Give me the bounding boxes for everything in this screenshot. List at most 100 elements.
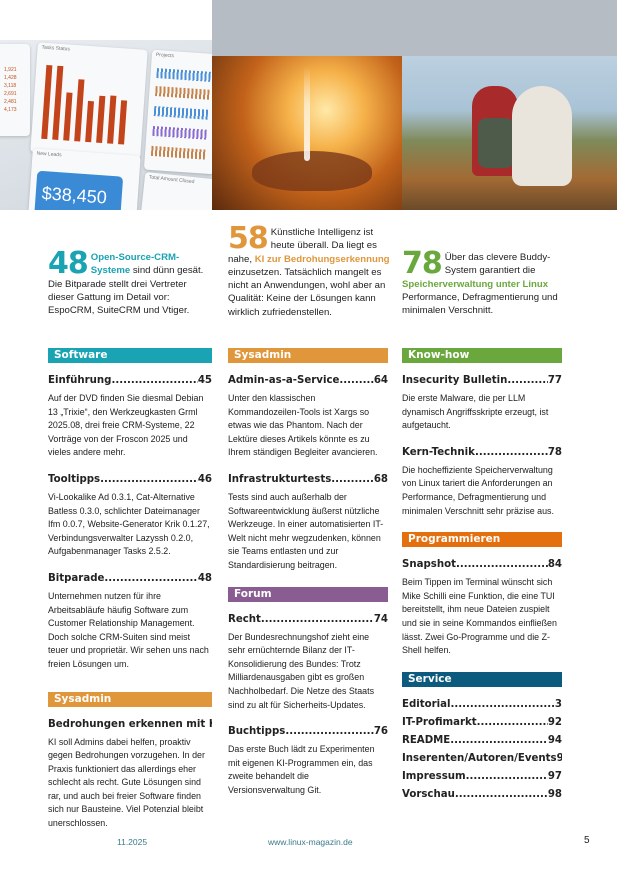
toc-entry[interactable]: Inserenten/Autoren/Events96	[402, 753, 562, 765]
toc-entry[interactable]: Kern-Technik 78 Die hocheffiziente Speiche…	[402, 447, 562, 518]
entry-page: 77	[547, 375, 562, 386]
website-link[interactable]: www.linux-magazin.de	[268, 837, 353, 847]
toc-entry[interactable]: Buchtipps 76 Das erste Buch lädt zu Experi…	[228, 726, 388, 797]
toc-entry-title: Buchtipps 76	[228, 726, 388, 738]
crm-dashboard-image: 1,921 1,428 3,118 2,691 2,481 4,173 Tasks Sta…	[0, 40, 212, 210]
entry-title: Snapshot	[402, 559, 456, 571]
entry-title: Tooltipps	[48, 473, 101, 485]
entry-page: 96	[556, 753, 562, 764]
entry-page: 94	[547, 735, 562, 746]
entry-title: Bitparade	[48, 572, 105, 584]
dashboard-bar	[41, 64, 53, 140]
entry-title: Admin-as-a-Service	[228, 375, 340, 386]
toc-entry[interactable]: Tooltipps 46 Vi-Lookalike Ad 0.3.1, Cat-Al…	[48, 474, 212, 559]
dashboard-number: 3,118	[4, 83, 17, 89]
entry-title: Bedrohungen erkennen mit KI	[48, 718, 212, 730]
entry-description: Unternehmen nutzen für ihre Arbeitsabläu…	[48, 590, 209, 669]
entry-page: 78	[547, 446, 562, 458]
section-header: Know-how	[402, 348, 562, 363]
dashboard-bar	[85, 101, 94, 143]
toc-entry-title: Einführung 45	[48, 375, 212, 387]
section-header: Programmieren	[402, 532, 562, 548]
leader-dots	[475, 447, 548, 459]
dashboard-bar	[63, 92, 73, 141]
toc-entry[interactable]: Impressum 97	[402, 771, 562, 783]
toc-entry[interactable]: Insecurity Bulletin 77 Die erste Malware, …	[402, 375, 562, 433]
section-programmieren: Programmieren Snapshot 84 Beim Tippen im Te…	[402, 532, 562, 658]
toc-entry-title: IT-Profimarkt 92	[402, 717, 562, 729]
leader-dots	[104, 573, 197, 585]
dashboard-bar	[74, 78, 85, 142]
toc-entry-title: Tooltipps 46	[48, 474, 212, 486]
entry-title: Einführung	[48, 375, 112, 386]
toc-entry[interactable]: Admin-as-a-Service 64 Unter den klassische…	[228, 375, 388, 460]
entry-page: 68	[373, 473, 388, 485]
entry-title: Inserenten/Autoren/Events	[402, 753, 557, 764]
entry-page: 84	[547, 559, 562, 571]
toc-entry-title: Editorial 3	[402, 699, 562, 711]
entry-description: Auf der DVD finden Sie diesmal Debian 13…	[48, 393, 204, 458]
entry-title: Insecurity Bulletin	[402, 375, 508, 386]
leader-dots	[331, 474, 374, 486]
dashboard-bar	[52, 65, 64, 140]
numbers-panel: 1,921 1,428 3,118 2,691 2,481 4,173	[0, 44, 30, 136]
toc-entry-title: Admin-as-a-Service 64	[228, 375, 388, 387]
entry-title: Impressum	[402, 771, 466, 782]
teaser-78[interactable]: 78 Über das clevere Buddy-System garantie…	[402, 246, 558, 317]
entry-title: Kern-Technik	[402, 446, 475, 458]
leader-dots	[450, 735, 548, 747]
entry-title: Editorial	[402, 699, 451, 710]
toc-entry[interactable]: IT-Profimarkt 92	[402, 717, 562, 729]
toc-entry-title: README 94	[402, 735, 562, 747]
dashboard-number: 1,428	[4, 75, 17, 81]
dashboard-number: 2,481	[4, 99, 17, 105]
teaser-48[interactable]: 48 Open-Source-CRM-Systeme sind dünn gesä…	[48, 246, 204, 317]
toc-entry[interactable]: Vorschau 98	[402, 789, 562, 801]
column-left: Software Einführung 45 Auf der DVD finden S…	[48, 348, 212, 845]
leader-dots	[466, 771, 548, 783]
toc-entry[interactable]: Bitparade 48 Unternehmen nutzen für ihre A…	[48, 573, 212, 672]
section-service: Service Editorial 3 IT-Profimarkt 92 README 94…	[402, 672, 562, 801]
section-header: Service	[402, 672, 562, 687]
leader-dots	[451, 699, 555, 711]
dashboard-number: 4,173	[4, 107, 17, 113]
toc-entry[interactable]: README 94	[402, 735, 562, 747]
section-knowhow: Know-how Insecurity Bulletin 77 Die erste M…	[402, 348, 562, 518]
toc-entry[interactable]: Snapshot 84 Beim Tippen im Terminal wünsch…	[402, 559, 562, 658]
section-header: Sysadmin	[48, 691, 212, 707]
toc-entry-title: Inserenten/Autoren/Events96	[402, 753, 562, 765]
entry-description: Die erste Malware, die per LLM dynamisch…	[402, 393, 549, 431]
toc-entry-title: Infrastrukturtests 68	[228, 474, 388, 486]
entry-title: Infrastrukturtests	[228, 473, 332, 485]
toc-entry-title: Snapshot 84	[402, 559, 562, 571]
column-middle: Sysadmin Admin-as-a-Service 64 Unter den kl…	[228, 348, 388, 811]
toc-entry[interactable]: Editorial 3	[402, 699, 562, 711]
toc-entry[interactable]: Infrastrukturtests 68 Tests sind auch auße…	[228, 474, 388, 573]
entry-page: 97	[547, 771, 562, 782]
leader-dots	[285, 726, 373, 738]
toc-entry[interactable]: Recht 74 Der Bundesrechnungshof zieht eine…	[228, 614, 388, 713]
hiker-dog-image	[402, 56, 617, 210]
leader-dots	[111, 375, 197, 387]
section-header: Software	[48, 348, 212, 363]
toc-entry[interactable]: Bedrohungen erkennen mit KI58 KI soll Adm…	[48, 719, 212, 831]
leader-dots	[100, 474, 198, 486]
toc-entry-title: Bedrohungen erkennen mit KI58	[48, 719, 212, 731]
total-amount-panel: Total Amount Closed	[139, 171, 212, 210]
entry-page: 3	[554, 699, 562, 710]
section-sysadmin2: Sysadmin Admin-as-a-Service 64 Unter den kl…	[228, 348, 388, 573]
dashboard-number: 1,921	[4, 67, 17, 73]
teaser-58[interactable]: 58 Künstliche Intelligenz ist heute übera…	[228, 221, 390, 318]
entry-page: 45	[197, 375, 212, 386]
section-header: Sysadmin	[228, 348, 388, 363]
section-forum: Forum Recht 74 Der Bundesrechnungshof zieht…	[228, 586, 388, 798]
leader-dots	[339, 375, 373, 387]
toc-entry[interactable]: Einführung 45 Auf der DVD finden Sie diesm…	[48, 375, 212, 460]
issue-date: 11.2025	[117, 837, 148, 847]
dashboard-number: 2,691	[4, 91, 17, 97]
section-software: Software Einführung 45 Auf der DVD finden S…	[48, 348, 212, 672]
new-leads-panel: New Leads $38,450	[27, 148, 141, 210]
water-hands-image	[212, 56, 402, 210]
entry-description: Tests sind auch außerhalb der Softwareen…	[228, 491, 384, 570]
entry-page: 74	[373, 613, 388, 625]
